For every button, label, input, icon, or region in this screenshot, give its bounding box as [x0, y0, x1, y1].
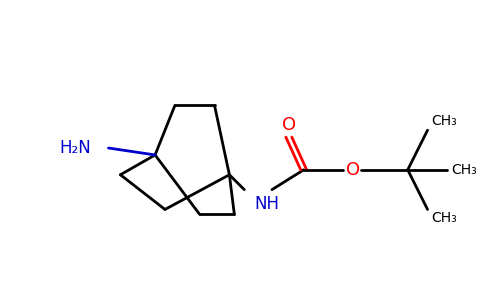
- Text: CH₃: CH₃: [432, 114, 457, 128]
- Text: NH: NH: [254, 195, 279, 213]
- Text: H₂N: H₂N: [59, 139, 91, 157]
- Text: O: O: [346, 161, 360, 179]
- Text: CH₃: CH₃: [451, 163, 477, 177]
- Text: O: O: [282, 116, 296, 134]
- Text: CH₃: CH₃: [432, 212, 457, 225]
